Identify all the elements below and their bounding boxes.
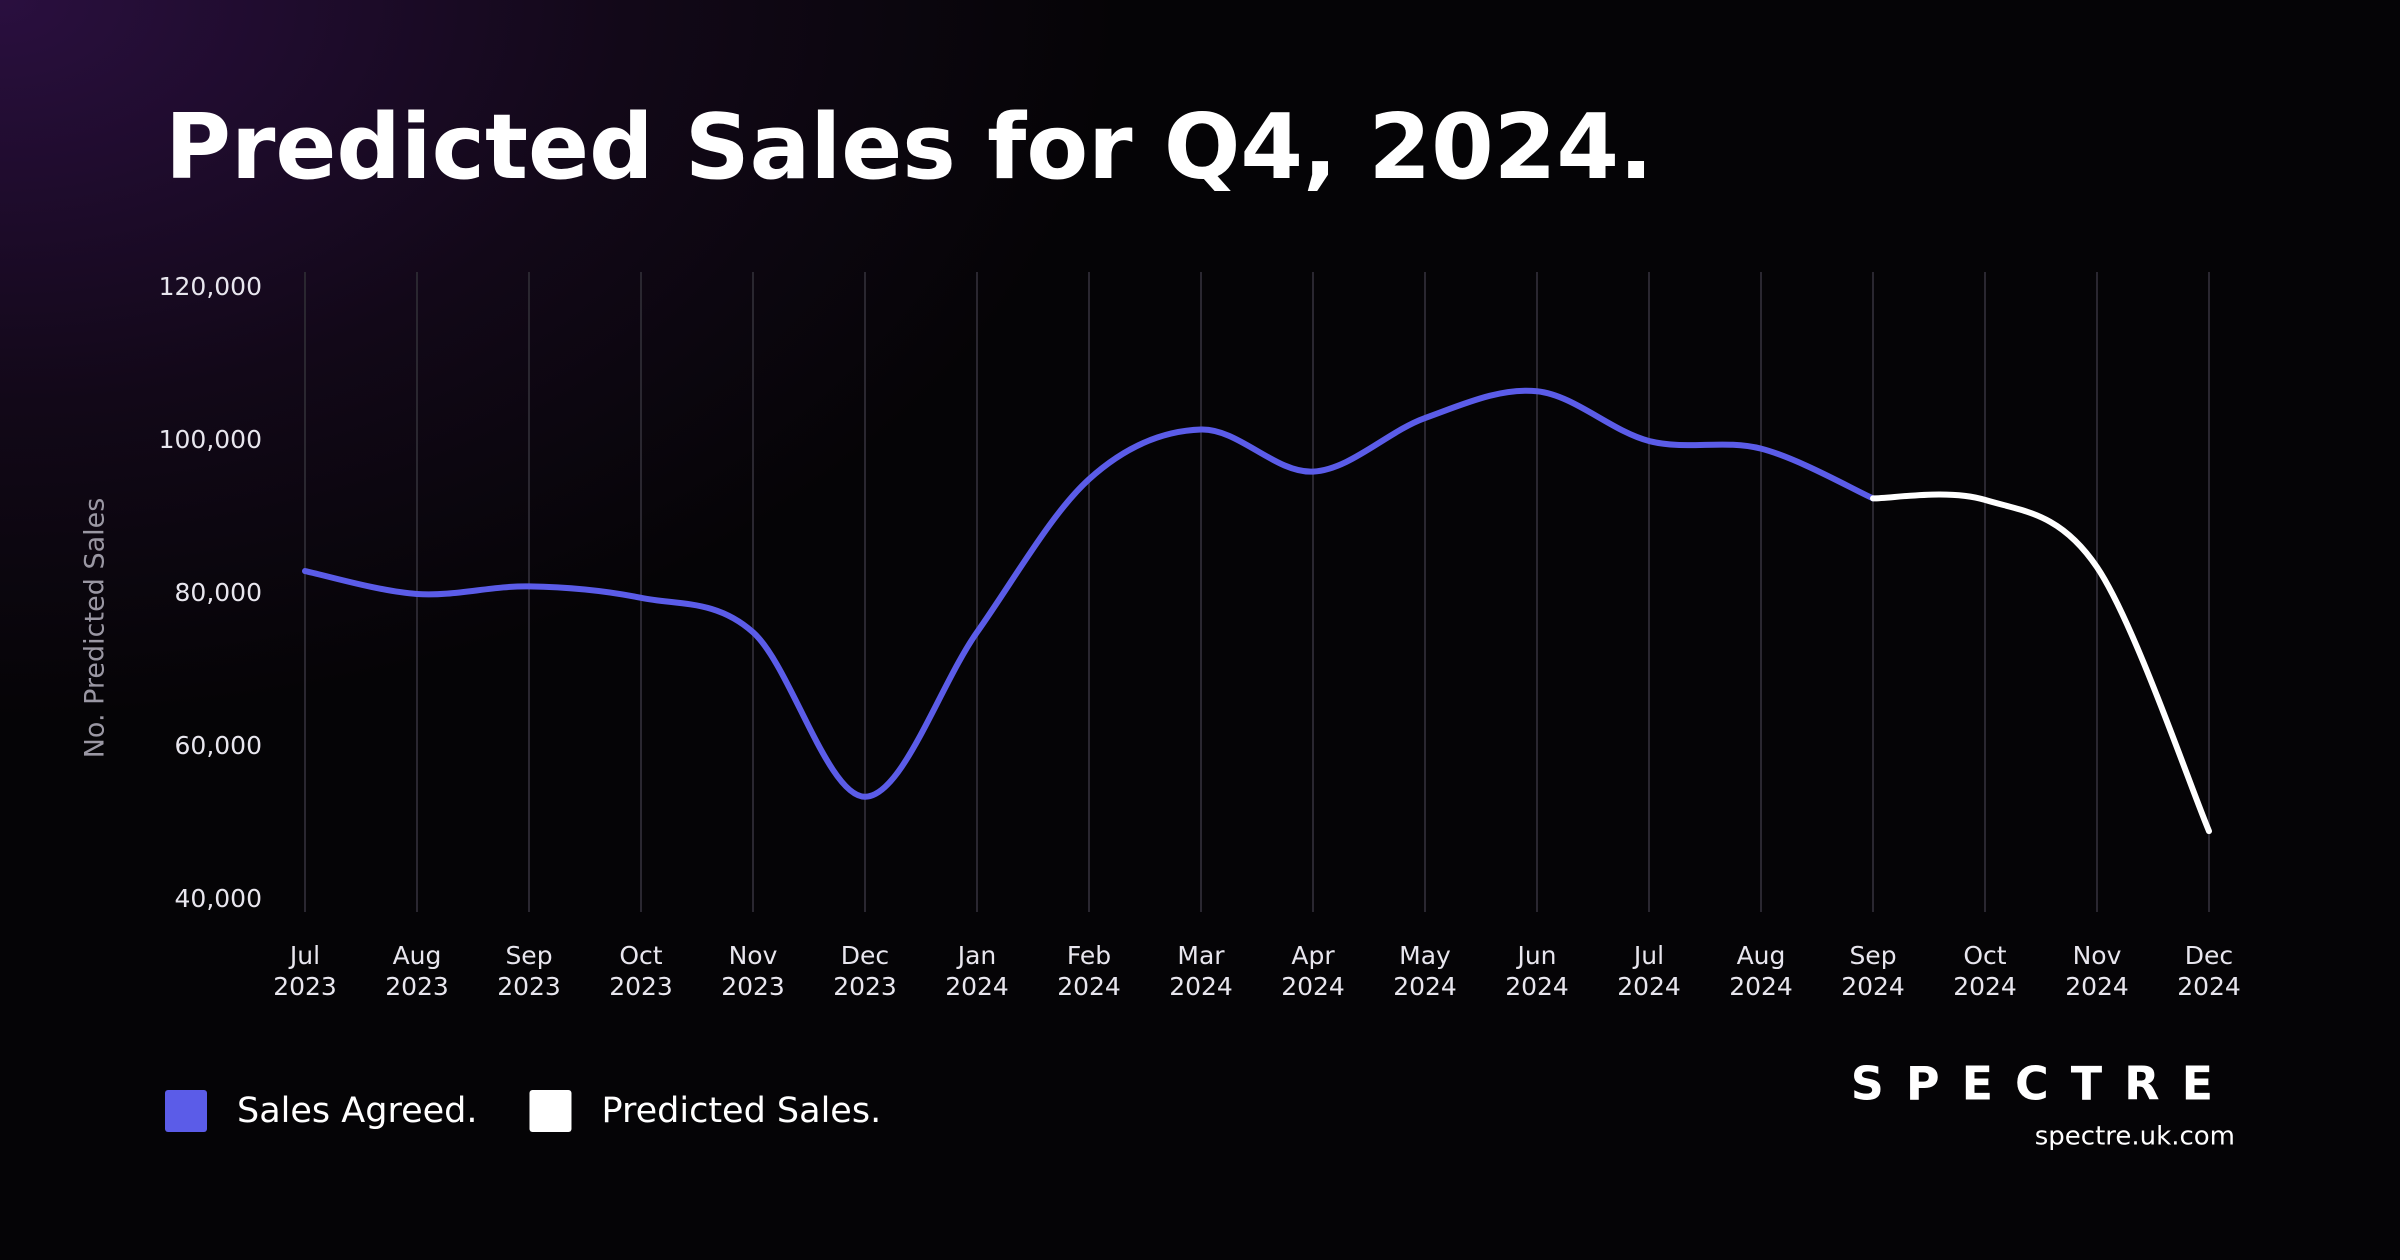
y-axis-label: No. Predicted Sales xyxy=(80,498,111,759)
brand-url: spectre.uk.com xyxy=(2035,1122,2235,1152)
x-tick-label: Nov 2023 xyxy=(721,941,785,1001)
x-tick-label: Aug 2024 xyxy=(1729,941,1793,1001)
y-tick-label: 60,000 xyxy=(175,731,262,760)
y-tick-label: 80,000 xyxy=(175,578,262,607)
legend-label: Predicted Sales. xyxy=(601,1091,881,1131)
line xyxy=(1870,491,2212,835)
x-tick-label: Dec 2023 xyxy=(833,941,897,1001)
legend-swatch xyxy=(165,1090,207,1132)
x-tick-label: Jul 2024 xyxy=(1617,941,1681,1001)
x-tick-label: Mar 2024 xyxy=(1169,941,1233,1001)
chart-title: Predicted Sales for Q4, 2024. xyxy=(165,95,1653,200)
x-tick-label: Jan 2024 xyxy=(945,941,1009,1001)
legend-swatch xyxy=(529,1090,572,1132)
brand-logo: SPECTRE xyxy=(1851,1057,2235,1111)
x-tick-label: May 2024 xyxy=(1393,941,1457,1001)
x-tick-label: Nov 2024 xyxy=(2065,941,2129,1001)
x-tick-label: Sep 2024 xyxy=(1841,941,1905,1001)
x-tick-label: Oct 2023 xyxy=(609,941,673,1001)
legend-label: Sales Agreed. xyxy=(237,1091,477,1131)
line xyxy=(302,387,1876,800)
x-tick-label: Sep 2023 xyxy=(497,941,561,1001)
y-tick-label: 120,000 xyxy=(159,272,262,301)
x-tick-label: Jun 2024 xyxy=(1505,941,1569,1001)
x-tick-label: Apr 2024 xyxy=(1281,941,1345,1001)
x-tick-label: Oct 2024 xyxy=(1953,941,2017,1001)
x-tick-label: Aug 2023 xyxy=(385,941,449,1001)
x-tick-label: Dec 2024 xyxy=(2177,941,2241,1001)
x-tick-label: Feb 2024 xyxy=(1057,941,1121,1001)
y-tick-label: 40,000 xyxy=(175,884,262,913)
y-tick-label: 100,000 xyxy=(159,425,262,454)
x-tick-label: Jul 2023 xyxy=(273,941,337,1001)
